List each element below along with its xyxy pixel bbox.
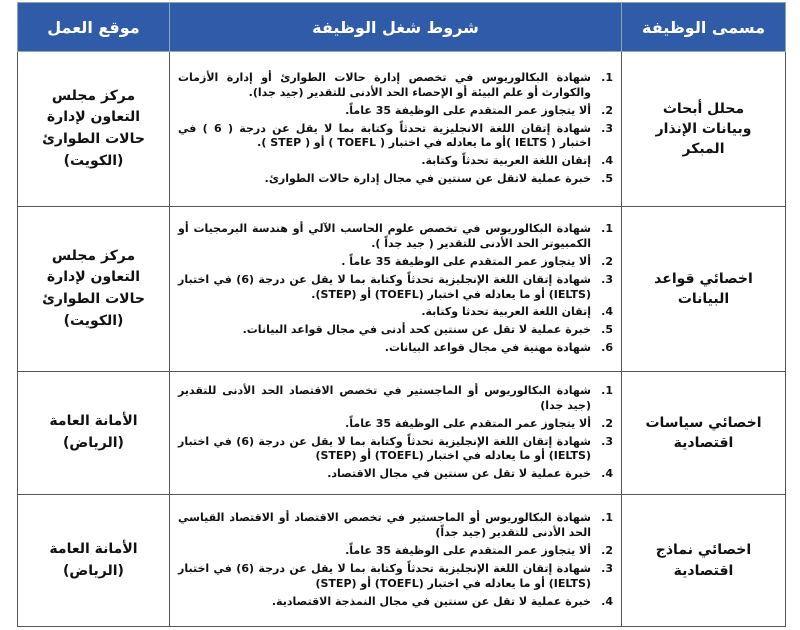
location-name: الأمانة العامة — [49, 413, 138, 430]
condition-item: 1. شهادة البكالوريوس في تخصص علوم الحاسب … — [178, 222, 613, 252]
item-text: خبرة عملية لاتقل عن سنتين في مجال إدارة … — [264, 172, 591, 186]
item-number: 5. — [601, 323, 613, 337]
condition-item: 5. خبرة عملية لا تقل عن سنتين كحد أدنى في… — [178, 323, 613, 338]
location-name: مركز مجلس التعاون لإدارة حالات الطوارئ — [42, 87, 145, 147]
condition-item: 3. شهادة إتقان اللغة الانجليزية تحدثاً وك… — [178, 122, 613, 152]
item-text: ألا يتجاوز عمر المتقدم على الوظيفة 35 عا… — [345, 544, 591, 558]
conditions: 1. شهادة البكالوريوس في تخصص علوم الحاسب … — [169, 206, 622, 372]
item-text: شهادة البكالوريوس أو الماجستير في تخصص ا… — [178, 383, 591, 412]
job-title: اخصائي قواعد البيانات — [621, 206, 786, 372]
item-text: شهادة إتقان اللغة الإنجليزية تحدثاً وكتا… — [178, 434, 591, 463]
item-number: 3. — [601, 121, 613, 135]
item-number: 2. — [601, 103, 613, 117]
item-text: شهادة إتقان اللغة الانجليزية تحدثاً وكتا… — [178, 121, 591, 150]
item-text: خبرة عملية لا تقل عن سنتين في مجال الاقت… — [327, 467, 591, 481]
item-number: 2. — [601, 544, 613, 558]
job-title: اخصائي سياسات اقتصادية — [621, 371, 786, 495]
item-number: 3. — [601, 272, 613, 286]
location: مركز مجلس التعاون لإدارة حالات الطوارئ (ا… — [17, 51, 170, 207]
item-number: 2. — [601, 254, 613, 268]
location-city: (الكويت) — [63, 312, 124, 329]
table-row: محلل أبحاث وبيانات الإنذار المبكر 1. شهادة… — [17, 51, 786, 207]
item-number: 1. — [601, 383, 613, 397]
jobs-table: مسمى الوظيفة شروط شغل الوظيفة موقع العمل… — [17, 2, 786, 627]
location: الأمانة العامة (الرياض) — [17, 371, 170, 495]
job-title: محلل أبحاث وبيانات الإنذار المبكر — [621, 51, 786, 207]
header-row: مسمى الوظيفة شروط شغل الوظيفة موقع العمل — [17, 2, 786, 52]
item-text: ألا يتجاوز عمر المتقدم على الوظيفة 35 عا… — [345, 103, 591, 117]
table-row: اخصائي نماذج اقتصادية 1. شهادة البكالوريوس… — [17, 494, 786, 627]
condition-item: 3. شهادة إتقان اللغة الإنجليزية تحدثاً وك… — [178, 562, 613, 592]
item-text: شهادة إتقان اللغة الإنجليزية تحدثاً وكتا… — [178, 562, 591, 590]
item-number: 5. — [601, 172, 613, 186]
item-text: شهادة البكالوريوس في تخصص علوم الحاسب ال… — [178, 222, 591, 250]
condition-item: 4. إتقان اللغة العربية تحدثاً وكتابة. — [178, 154, 613, 169]
item-text: خبرة عملية لا تقل عن سنتين في مجال النمذ… — [271, 594, 591, 608]
item-number: 1. — [601, 511, 613, 525]
condition-item: 2. ألا يتجاوز عمر المتقدم على الوظيفة 35 … — [178, 417, 613, 432]
location-city: (الرياض) — [63, 435, 124, 451]
item-text: شهادة البكالوريوس أو الماجستير في تخصص ا… — [178, 511, 591, 540]
location-city: (الرياض) — [63, 562, 124, 579]
item-number: 3. — [601, 434, 613, 448]
item-number: 4. — [601, 305, 613, 319]
condition-item: 5. خبرة عملية لاتقل عن سنتين في مجال إدار… — [178, 172, 613, 187]
condition-item: 2. ألا يتجاوز عمر المتقدم على الوظيفة 35 … — [178, 255, 613, 270]
location: الأمانة العامة (الرياض) — [17, 494, 170, 627]
conditions: 1. شهادة البكالوريوس أو الماجستير في تخصص… — [169, 371, 622, 495]
condition-item: 4. إتقان اللغة العربية تحدثا وكتابة. — [178, 305, 613, 320]
condition-item: 1. شهادة البكالوريوس أو الماجستير في تخصص… — [178, 511, 613, 541]
item-text: شهادة إتقان اللغة الإنجليزية تحدثاً وكتا… — [178, 272, 591, 301]
table-body: محلل أبحاث وبيانات الإنذار المبكر 1. شهادة… — [17, 51, 786, 627]
location-name: مركز مجلس التعاون لإدارة حالات الطوارئ — [42, 247, 145, 307]
conditions: 1. شهادة البكالوريوس أو الماجستير في تخصص… — [169, 494, 622, 627]
condition-item: 1. شهادة البكالوريوس أو الماجستير في تخصص… — [178, 384, 613, 414]
header-cell: شروط شغل الوظيفة — [169, 2, 622, 52]
location-name: الأمانة العامة — [49, 540, 138, 557]
condition-item: 2. ألا يتجاوز عمر المتقدم على الوظيفة 35 … — [178, 544, 613, 559]
item-text: شهادة مهنية في مجال قواعد البيانات. — [384, 341, 591, 355]
item-number: 6. — [601, 341, 613, 355]
condition-item: 2. ألا يتجاوز عمر المتقدم على الوظيفة 35 … — [178, 104, 613, 119]
item-number: 3. — [601, 562, 613, 575]
condition-item: 4. خبرة عملية لا تقل عن سنتين في مجال الا… — [178, 467, 613, 482]
item-text: إتقان اللغة العربية تحدثا وكتابة. — [421, 305, 591, 319]
item-text: ألا يتجاوز عمر المتقدم على الوظيفة 35 عا… — [345, 416, 591, 430]
table-row: اخصائي قواعد البيانات 1. شهادة البكالوريوس… — [17, 206, 786, 372]
condition-item: 3. شهادة إتقان اللغة الإنجليزية تحدثاً وك… — [178, 435, 613, 465]
job-title: اخصائي نماذج اقتصادية — [621, 494, 786, 627]
header-cell: مسمى الوظيفة — [621, 2, 786, 52]
item-number: 1. — [601, 71, 613, 85]
location: مركز مجلس التعاون لإدارة حالات الطوارئ (ا… — [17, 206, 170, 372]
item-text: إتقان اللغة العربية تحدثاً وكتابة. — [421, 154, 591, 168]
conditions: 1. شهادة البكالوريوس في تخصص إدارة حالات … — [169, 51, 622, 207]
item-text: شهادة البكالوريوس في تخصص إدارة حالات ال… — [178, 71, 591, 99]
item-number: 4. — [601, 467, 613, 481]
condition-item: 6. شهادة مهنية في مجال قواعد البيانات. — [178, 341, 613, 356]
condition-item: 4. خبرة عملية لا تقل عن سنتين في مجال الن… — [178, 595, 613, 610]
item-number: 2. — [601, 416, 613, 430]
condition-item: 3. شهادة إتقان اللغة الإنجليزية تحدثاً وك… — [178, 273, 613, 303]
header-cell: موقع العمل — [17, 2, 170, 52]
location-city: (الكويت) — [63, 152, 124, 169]
item-text: ألا يتجاوز عمر المتقدم على الوظيفة 35 عا… — [341, 254, 591, 268]
item-number: 1. — [601, 222, 613, 236]
item-number: 4. — [601, 154, 613, 168]
item-text: خبرة عملية لا تقل عن سنتين كحد أدنى في م… — [242, 323, 591, 337]
item-number: 4. — [601, 594, 613, 608]
table-row: اخصائي سياسات اقتصادية 1. شهادة البكالوريو… — [17, 371, 786, 495]
condition-item: 1. شهادة البكالوريوس في تخصص إدارة حالات … — [178, 71, 613, 101]
